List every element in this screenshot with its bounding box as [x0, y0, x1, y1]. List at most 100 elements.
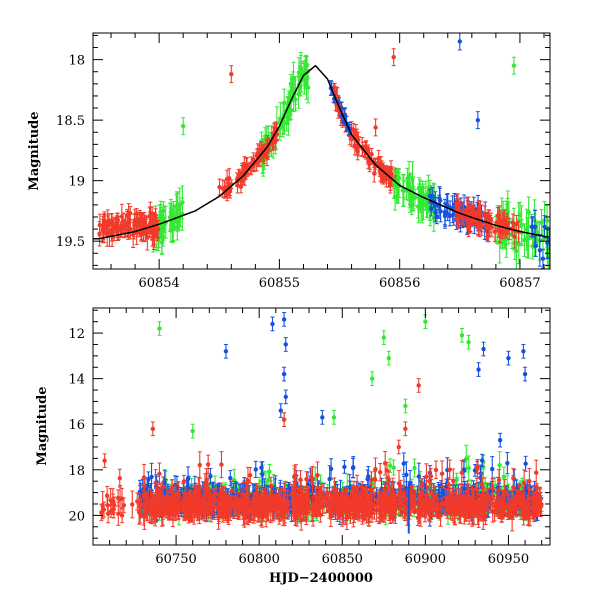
green-point — [392, 194, 398, 200]
red-point — [484, 217, 490, 222]
red-point — [510, 220, 516, 225]
y-tick-label: 19.5 — [56, 235, 85, 250]
blue-point — [457, 39, 463, 44]
green-point — [522, 238, 527, 243]
green-point — [425, 205, 430, 210]
red-point — [147, 227, 152, 232]
blue-point — [537, 248, 543, 253]
red-point — [466, 205, 471, 210]
red-point — [132, 217, 138, 223]
blue-point — [442, 209, 448, 215]
green-point — [501, 474, 507, 480]
top-model-curve — [93, 64, 549, 240]
blue-point — [429, 206, 434, 212]
green-point — [286, 117, 291, 122]
x-tick-label: 60857 — [499, 276, 540, 291]
red-point — [151, 234, 157, 239]
green-point — [524, 227, 529, 232]
top-x-tick-labels: 60854 60855 60856 60857 — [138, 276, 540, 291]
red-point — [472, 210, 477, 215]
red-point — [105, 220, 110, 225]
green-point — [396, 176, 402, 181]
red-point — [220, 186, 225, 191]
green-point — [299, 69, 304, 74]
green-point — [511, 63, 517, 68]
y-tick-label: 18 — [68, 54, 85, 69]
y-tick-label: 18.5 — [56, 114, 85, 129]
bottom-panel-data — [99, 312, 544, 534]
green-point — [158, 213, 163, 218]
blue-point — [444, 202, 450, 207]
green-point — [168, 228, 174, 233]
blue-point — [430, 193, 435, 199]
red-point — [484, 225, 489, 230]
green-point — [304, 85, 309, 90]
green-point — [167, 214, 173, 220]
y-tick-label: 19 — [68, 175, 85, 190]
green-point — [412, 465, 417, 471]
red-point — [482, 213, 488, 218]
red-point — [512, 234, 517, 239]
blue-point — [529, 224, 535, 230]
red-point — [384, 176, 389, 182]
red-point — [372, 171, 377, 176]
red-point — [120, 218, 126, 224]
red-point — [495, 213, 500, 219]
green-point — [497, 462, 502, 468]
green-point — [282, 100, 287, 105]
green-point — [526, 235, 531, 241]
red-point — [492, 229, 498, 234]
red-point — [376, 156, 381, 161]
red-point — [130, 232, 136, 238]
red-point — [227, 175, 232, 181]
x-tick-label: 60854 — [138, 276, 179, 291]
red-point — [258, 148, 264, 154]
red-point — [477, 223, 483, 228]
top-panel: 60854 60855 60856 60857 18 18.5 19 19.5 Magnit… — [27, 32, 551, 291]
red-point — [125, 213, 130, 219]
green-point — [180, 123, 186, 129]
blue-point — [533, 243, 538, 249]
blue-point — [436, 204, 442, 210]
green-point — [466, 465, 471, 471]
red-point — [111, 226, 117, 232]
red-point — [118, 227, 123, 232]
top-panel-data — [97, 33, 550, 269]
red-point — [109, 222, 114, 227]
red-point — [103, 225, 108, 230]
green-point — [416, 203, 421, 209]
red-point — [391, 55, 396, 60]
green-point — [160, 234, 166, 239]
red-point — [366, 159, 371, 164]
x-tick-label: 60856 — [379, 276, 420, 291]
red-point — [369, 151, 374, 157]
green-point — [174, 203, 179, 209]
blue-point — [540, 256, 546, 261]
red-point — [242, 176, 248, 181]
red-point — [478, 210, 483, 215]
green-point — [281, 121, 286, 127]
red-point — [455, 201, 461, 206]
x-tick-label: 60855 — [259, 276, 300, 291]
red-point — [389, 171, 394, 176]
green-point — [171, 224, 176, 229]
top-y-tick-labels: 18 18.5 19 19.5 — [56, 54, 85, 251]
green-point — [387, 463, 393, 468]
green-point — [408, 201, 413, 207]
green-point — [304, 62, 310, 68]
red-point — [128, 211, 133, 216]
red-point — [476, 206, 481, 211]
red-point — [148, 212, 153, 218]
green-point — [180, 200, 185, 205]
red-point — [514, 221, 519, 227]
green-point — [539, 220, 544, 226]
red-point — [235, 182, 240, 188]
red-point — [97, 231, 102, 236]
red-point — [373, 125, 378, 130]
red-point — [137, 216, 143, 221]
red-point — [352, 131, 358, 137]
red-point — [229, 71, 234, 77]
blue-point — [475, 117, 481, 123]
